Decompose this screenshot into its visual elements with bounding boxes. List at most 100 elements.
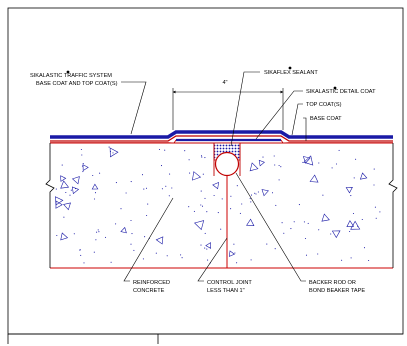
aggregate-dot [305,254,308,256]
aggregate-dot [239,212,241,214]
aggregate-dot [69,194,71,196]
aggregate-stone [82,164,89,172]
aggregate-dot [201,205,204,207]
aggregate-dot [130,181,132,183]
aggregate-stone [350,220,361,230]
aggregate-dot [80,148,82,151]
aggregate-dot [217,212,219,214]
aggregate-dot [98,231,100,233]
aggregate-dot [95,239,97,241]
leader-reinforced [123,197,174,282]
aggregate-dot [120,208,122,210]
leader-backer-rod [235,172,306,282]
aggregate-dot [130,243,132,245]
aggregate-dot [352,212,355,215]
registered-mark-traffic [66,70,70,74]
aggregate-dot [61,164,63,166]
aggregate-dot [155,252,157,254]
aggregate-stone [359,172,368,180]
aggregate-dot [303,221,305,223]
aggregate-dot [189,172,191,174]
aggregate-dot [274,164,276,166]
detail-coat-edge [173,139,284,144]
aggregate-dot [241,203,243,205]
aggregate-stone [249,162,259,172]
aggregate-dot [250,201,252,203]
aggregate-dot [236,185,238,187]
aggregate-dot [250,194,253,196]
dimension-label: 4" [222,80,227,86]
aggregate-stone [194,220,205,231]
aggregate-dot [93,251,95,253]
aggregate-dot [290,228,292,230]
aggregate-dot [160,165,163,167]
aggregate-dot [338,149,340,151]
aggregate-dot [168,195,170,197]
aggregate-dot [204,157,206,159]
aggregate-dot [82,171,84,173]
aggregate-stone [109,147,119,158]
aggregate-dot [145,187,148,189]
aggregate-dot [230,208,232,210]
aggregate-dot [125,192,127,194]
aggregate-dot [361,218,363,221]
aggregate-dot [293,221,295,223]
aggregate-dot [278,164,280,167]
aggregate-dot [115,182,117,184]
aggregate-dot [108,146,110,148]
aggregate-dot [65,191,67,194]
aggregate-dot [213,194,215,197]
registered-mark-detail [333,86,337,90]
aggregate-dot [146,214,148,217]
label-detail-coat: SIKALASTIC DETAIL COAT [306,89,376,95]
aggregate-dot [271,192,274,194]
aggregate-dot [266,243,268,245]
registered-mark-sealant [288,66,292,70]
aggregate-dot [249,198,251,200]
aggregate-dot [133,249,135,251]
aggregate-dot [169,173,171,175]
aggregate-dot [368,259,370,262]
aggregate-dot [204,197,206,199]
aggregate-dot [81,154,83,156]
aggregate-dot [112,152,114,154]
backer-rod [214,151,240,177]
aggregate-dot [373,184,375,186]
base-coat [50,135,393,142]
aggregate-dot [93,198,96,200]
aggregate-dot [318,162,320,164]
leader-traffic-system [121,81,147,135]
aggregate-dot [82,163,84,165]
aggregate-stone [120,226,127,234]
aggregate-stone [261,189,269,197]
leader-base-coat [303,117,307,141]
aggregate-stone [346,220,355,228]
label-backer-rod-1: BACKER ROD OR [309,280,356,286]
aggregate-dot [171,187,173,189]
aggregate-dot [302,161,304,163]
aggregate-stone [60,232,69,241]
aggregate-stone [91,183,99,190]
aggregate-dot [207,259,209,261]
aggregate-dot [147,203,149,205]
aggregate-stone [246,218,255,227]
label-sealant: SIKAFLEX SEALANT [264,70,318,76]
label-base-coat: BASE COAT [310,116,342,122]
aggregate-dot [158,148,161,151]
aggregate-dot [180,254,182,256]
aggregate-dot [161,188,163,190]
aggregate-dot [230,195,232,197]
aggregate-stone [331,230,341,239]
aggregate-dot [204,232,206,234]
aggregate-dot [200,204,202,206]
aggregate-dot [131,233,133,235]
aggregate-dot [206,211,208,213]
leader-detail-coat [255,90,303,140]
aggregate-stone [60,180,70,189]
label-traffic-system-1: SIKALASTIC TRAFFIC SYSTEM [30,73,112,79]
aggregate-dot [349,230,351,233]
aggregate-dot [221,198,223,200]
aggregate-stone [302,156,311,164]
label-traffic-system-2: BASE COAT AND TOP COAT(S) [36,81,118,87]
label-control-joint-2: LESS THAN 1" [207,288,245,294]
